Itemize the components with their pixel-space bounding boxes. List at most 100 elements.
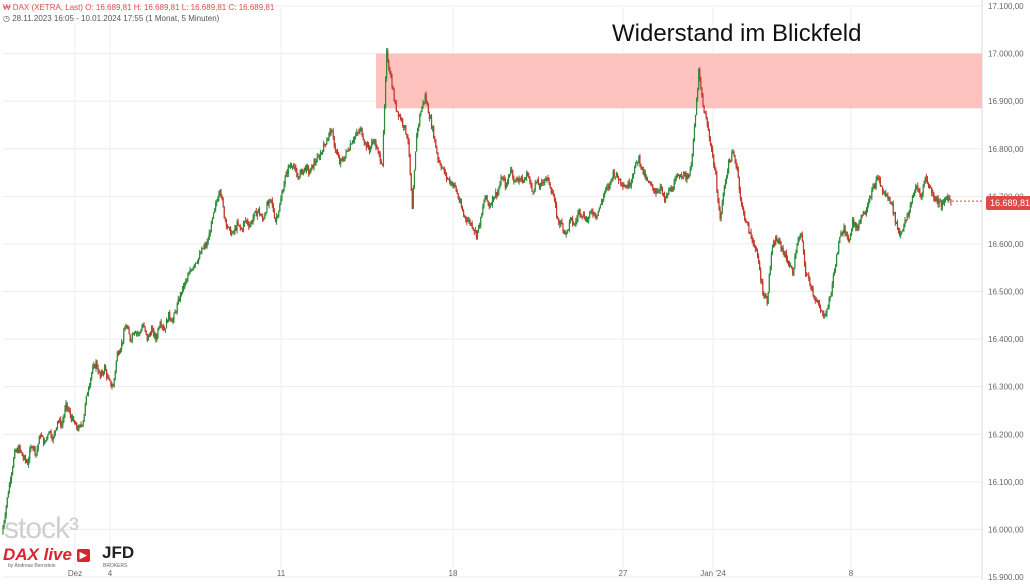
candle-body [181, 286, 184, 294]
candle-body [530, 181, 532, 185]
candle-body [725, 176, 728, 183]
candle-body [377, 148, 379, 152]
candle-body [195, 262, 198, 264]
candle-body [740, 197, 743, 205]
candle-body [942, 202, 945, 204]
candle-body [334, 146, 336, 151]
candle-body [640, 165, 642, 168]
candle-body [337, 154, 340, 158]
candle-body [458, 198, 460, 202]
candle-body [792, 267, 794, 275]
candle-body [323, 143, 325, 153]
clock-icon: ◷ [3, 14, 10, 23]
candle-body [465, 216, 467, 220]
candle-body [339, 157, 341, 164]
candle-body [543, 182, 545, 183]
candle-body [25, 460, 28, 462]
candle-body [363, 139, 365, 144]
candle-body [112, 385, 114, 387]
candle-body [599, 204, 601, 209]
candle-body [899, 231, 901, 236]
candle-body [694, 115, 697, 127]
candle-body [281, 193, 283, 199]
candle-body [722, 193, 724, 204]
candle-body [3, 521, 5, 528]
chart-type-icon[interactable]: ₩ [3, 3, 11, 12]
candle-body [482, 206, 484, 214]
candle-body [138, 333, 140, 334]
candle-body [177, 299, 179, 305]
candle-body [743, 208, 745, 212]
candle-body [31, 446, 33, 448]
candle-body [160, 322, 162, 326]
candle-body [524, 177, 527, 180]
candle-body [864, 213, 867, 215]
candle-body [150, 328, 153, 336]
candle-body [536, 179, 538, 182]
candle-body [721, 203, 723, 213]
candle-body [794, 255, 796, 269]
candle-body [376, 148, 378, 149]
candle-body [101, 371, 103, 374]
candle-body [296, 171, 298, 178]
candle-body [840, 233, 842, 237]
candle-body [783, 251, 785, 257]
candle-body [617, 177, 620, 181]
candle-body [643, 171, 645, 174]
candle-body [106, 370, 108, 378]
candle-body [65, 402, 67, 409]
candle-body [545, 178, 547, 180]
candle-body [807, 274, 809, 276]
candle-body [80, 424, 82, 426]
candle-body [159, 322, 161, 328]
candle-body [720, 212, 722, 219]
candle-body [316, 156, 318, 163]
candle-body [252, 217, 254, 223]
candle-body [258, 208, 261, 215]
candle-body [575, 221, 577, 224]
candle-body [562, 224, 564, 231]
candle-body [549, 183, 551, 188]
candle-body [200, 253, 202, 255]
candle-body [303, 167, 305, 171]
candle-body [362, 136, 364, 140]
candle-body [271, 199, 273, 205]
candle-body [266, 202, 268, 213]
candle-body [262, 215, 264, 220]
candle-body [384, 78, 387, 107]
candle-body [920, 194, 922, 197]
candle-body [843, 226, 845, 232]
candle-body [884, 192, 886, 194]
candle-body [306, 165, 309, 168]
stock3-logo: stock³ [4, 512, 79, 545]
candle-body [84, 404, 86, 414]
candle-body [255, 211, 257, 217]
candle-body [10, 473, 13, 481]
candle-body [117, 352, 120, 355]
candle-body [442, 167, 444, 169]
candle-body [184, 282, 186, 288]
candle-body [39, 436, 42, 438]
candle-body [206, 242, 208, 247]
candle-body [304, 167, 307, 171]
candle-body [655, 191, 657, 194]
candle-body [688, 174, 690, 178]
candle-body [152, 328, 154, 330]
candle-body [32, 446, 34, 449]
candle-body [231, 232, 233, 235]
candle-body [652, 184, 654, 188]
candle-body [800, 234, 802, 236]
candle-body [62, 420, 64, 425]
candle-body [361, 127, 363, 137]
candle-body [539, 183, 542, 188]
candle-body [76, 422, 78, 428]
candle-body [567, 229, 569, 231]
candle-body [737, 168, 739, 177]
candle-body [508, 174, 511, 178]
candle-body [63, 415, 65, 421]
candle-body [163, 328, 165, 331]
y-tick-label: 16.200,00 [988, 430, 1024, 439]
candle-body [199, 253, 201, 259]
candle-body [427, 104, 429, 114]
